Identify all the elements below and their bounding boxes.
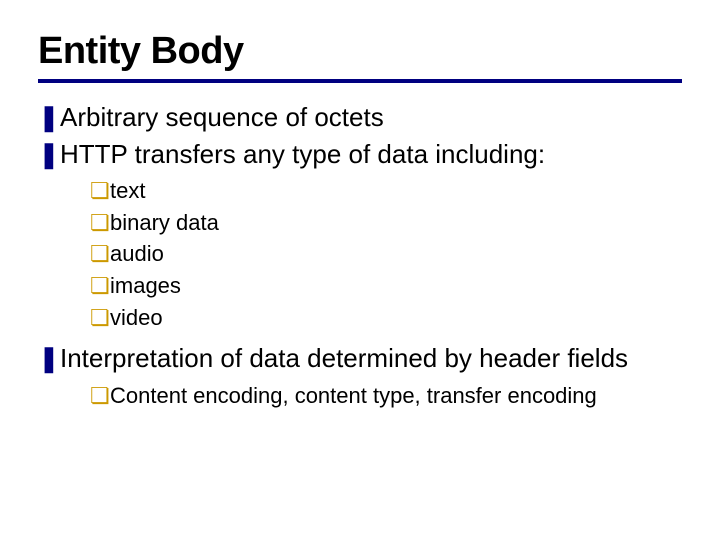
title-rule [38,79,682,83]
bullet-level2: ❏binary data [90,208,682,238]
bullet1-text: Interpretation of data determined by hea… [60,342,680,375]
bullet1-text: HTTP transfers any type of data includin… [60,138,680,171]
bullet2-text: binary data [110,208,680,238]
bullet2-text: Content encoding, content type, transfer… [110,381,680,411]
bullet-level2: ❏video [90,303,682,333]
slide-container: Entity Body ❚Arbitrary sequence of octet… [0,0,720,411]
bullet2-icon: ❏ [90,208,110,238]
bullet-level2: ❏Content encoding, content type, transfe… [90,381,682,411]
bullet1-icon: ❚ [38,101,60,134]
bullet2-icon: ❏ [90,239,110,269]
bullet2-icon: ❏ [90,303,110,333]
bullet-level2: ❏images [90,271,682,301]
bullet-level1: ❚Interpretation of data determined by he… [38,342,682,375]
bullet2-text: text [110,176,680,206]
bullet-level2: ❏audio [90,239,682,269]
bullet1-text: Arbitrary sequence of octets [60,101,680,134]
sublist: ❏Content encoding, content type, transfe… [90,381,682,411]
bullet-level2: ❏text [90,176,682,206]
bullet-level1: ❚Arbitrary sequence of octets [38,101,682,134]
bullet1-icon: ❚ [38,342,60,375]
bullet2-text: images [110,271,680,301]
bullet-level1: ❚HTTP transfers any type of data includi… [38,138,682,171]
bullet1-icon: ❚ [38,138,60,171]
slide-title: Entity Body [38,30,682,73]
bullet2-text: audio [110,239,680,269]
slide-content: ❚Arbitrary sequence of octets ❚HTTP tran… [38,101,682,411]
sublist: ❏text ❏binary data ❏audio ❏images ❏video [90,176,682,332]
bullet2-icon: ❏ [90,381,110,411]
bullet2-icon: ❏ [90,176,110,206]
bullet2-text: video [110,303,680,333]
bullet2-icon: ❏ [90,271,110,301]
